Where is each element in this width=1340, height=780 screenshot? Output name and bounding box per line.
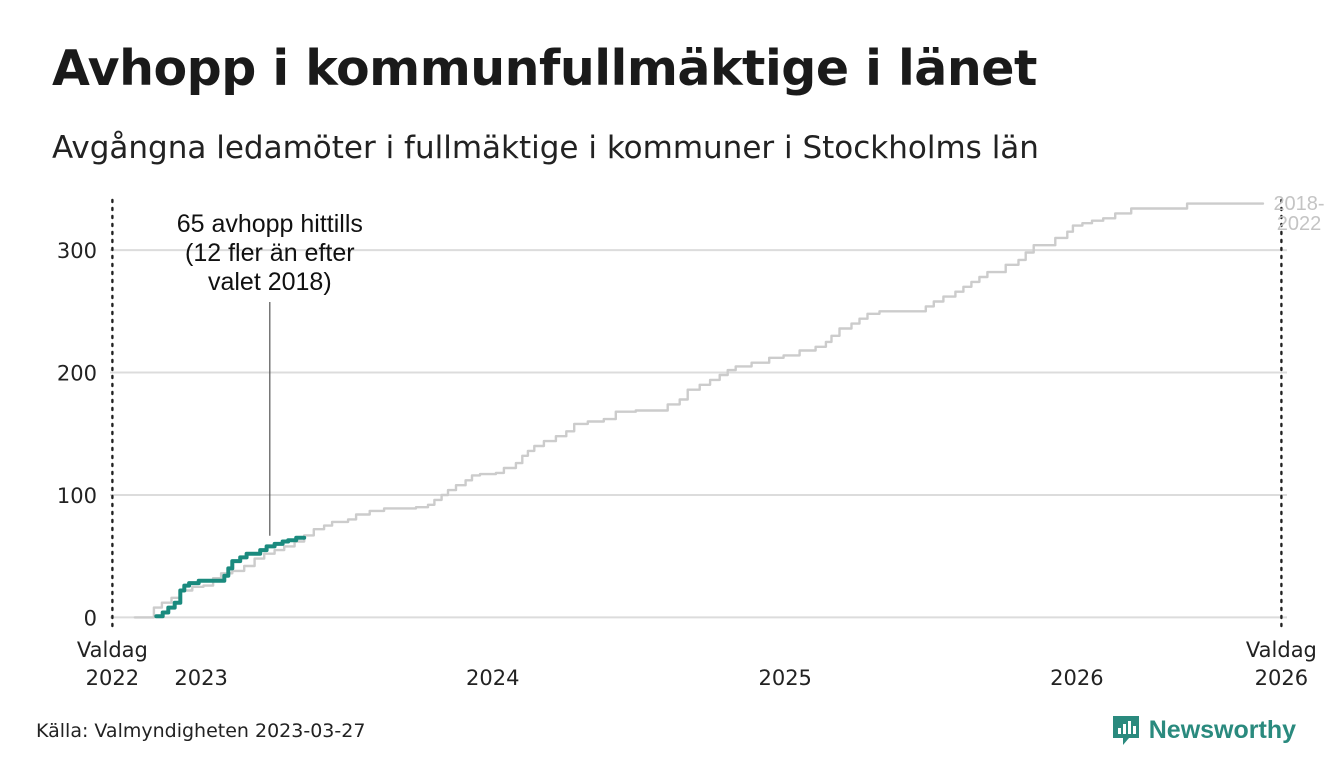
brand-name: Newsworthy <box>1148 715 1296 744</box>
x-tick-label: 2026 <box>1050 666 1103 690</box>
x-tick-label: Valdag 2026 <box>1246 638 1317 690</box>
page-title: Avhopp i kommunfullmäktige i länet <box>52 40 1037 97</box>
series-end-label: 2018-2022 <box>1273 193 1324 235</box>
x-tick-label: 2024 <box>466 666 519 690</box>
series-line-2022-2026 <box>154 535 307 619</box>
y-tick-label: 200 <box>57 362 97 386</box>
series-line-2018-2022 <box>133 202 1265 619</box>
grid-lines <box>110 249 1287 619</box>
x-tick-label: Valdag 2022 <box>77 638 148 690</box>
newsworthy-logo-icon <box>1112 716 1139 745</box>
y-axis: 0 100 200 300 <box>57 239 97 630</box>
series-layer: 2018-2022 <box>133 193 1325 619</box>
y-tick-label: 300 <box>57 239 97 263</box>
x-axis: Valdag 2022 2023 2024 2025 2026 Valdag 2026 <box>77 638 1317 690</box>
x-tick-label: 2023 <box>174 666 227 690</box>
election-day-lines <box>111 198 1283 634</box>
y-tick-label: 100 <box>57 484 97 508</box>
annotation: 65 avhopp hittills (12 fler än efter valet… <box>177 210 363 536</box>
page-subtitle: Avgångna ledamöter i fullmäktige i kommu… <box>52 130 1039 166</box>
y-tick-label: 0 <box>84 606 97 630</box>
annotation-text: 65 avhopp hittills (12 fler än efter valet… <box>177 210 363 296</box>
source-note: Källa: Valmyndigheten 2023-03-27 <box>36 720 366 742</box>
x-tick-label: 2025 <box>758 666 811 690</box>
brand-logo: Newsworthy <box>1111 714 1296 746</box>
